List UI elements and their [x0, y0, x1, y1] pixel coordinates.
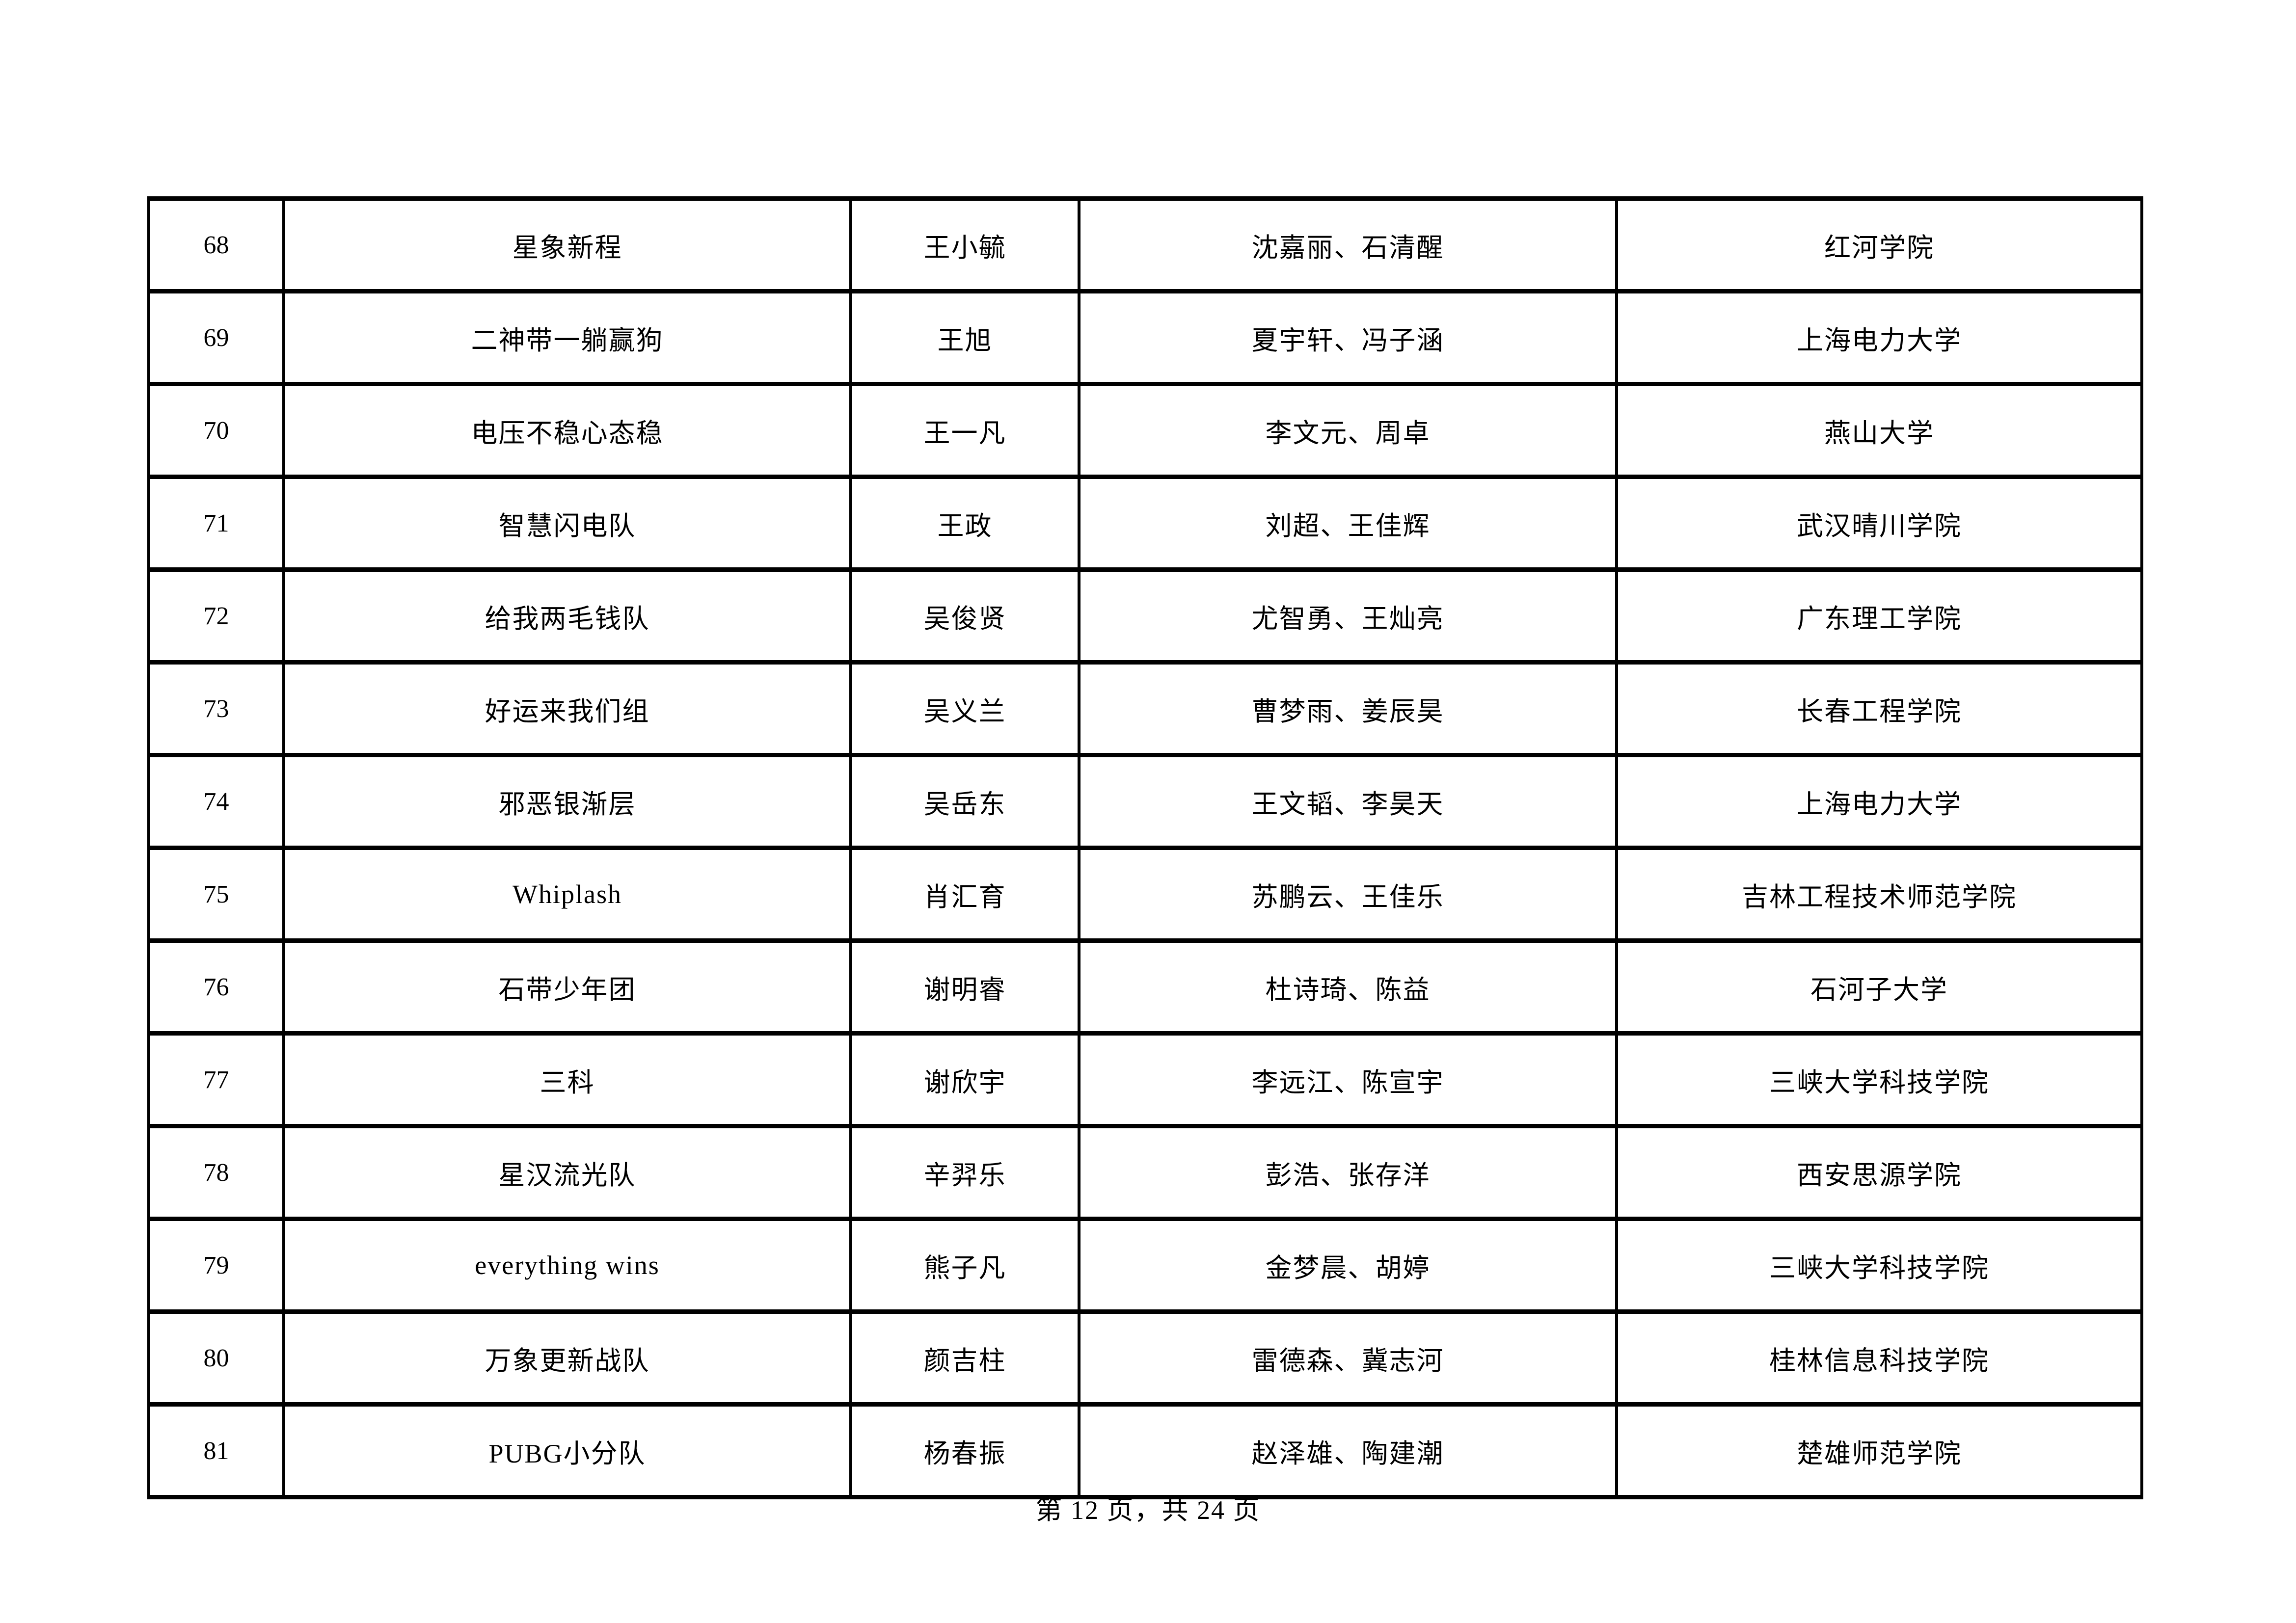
cell-school: 广东理工学院 [1615, 567, 2143, 665]
table-row: 79 everything wins 熊子凡 金梦晨、胡婷 三峡大学科技学院 [147, 1217, 2143, 1314]
cell-leader: 吴俊贤 [849, 567, 1080, 665]
cell-members: 王文韬、李昊天 [1078, 753, 1618, 850]
cell-leader: 王小毓 [849, 196, 1080, 293]
cell-school: 吉林工程技术师范学院 [1615, 846, 2143, 943]
cell-no: 69 [147, 289, 285, 386]
cell-school: 上海电力大学 [1615, 753, 2143, 850]
cell-school: 西安思源学院 [1615, 1124, 2143, 1221]
cell-no: 80 [147, 1309, 285, 1407]
cell-team: 星象新程 [282, 196, 852, 293]
cell-no: 73 [147, 660, 285, 757]
cell-members: 曹梦雨、姜辰昊 [1078, 660, 1618, 757]
cell-no: 72 [147, 567, 285, 665]
cell-team: everything wins [282, 1217, 852, 1314]
cell-leader: 吴义兰 [849, 660, 1080, 757]
cell-members: 雷德森、冀志河 [1078, 1309, 1618, 1407]
cell-school: 石河子大学 [1615, 938, 2143, 1036]
table-row: 74 邪恶银渐层 吴岳东 王文韬、李昊天 上海电力大学 [147, 753, 2143, 850]
teams-table: 68 星象新程 王小毓 沈嘉丽、石清醒 红河学院 69 二神带一躺赢狗 王旭 夏宇轩、冯子涵 上海… [147, 196, 2143, 1499]
cell-leader: 颜吉柱 [849, 1309, 1080, 1407]
cell-members: 杜诗琦、陈益 [1078, 938, 1618, 1036]
cell-leader: 熊子凡 [849, 1217, 1080, 1314]
cell-no: 68 [147, 196, 285, 293]
cell-no: 79 [147, 1217, 285, 1314]
cell-team: Whiplash [282, 846, 852, 943]
cell-school: 三峡大学科技学院 [1615, 1031, 2143, 1128]
cell-no: 76 [147, 938, 285, 1036]
cell-members: 沈嘉丽、石清醒 [1078, 196, 1618, 293]
cell-no: 74 [147, 753, 285, 850]
cell-school: 楚雄师范学院 [1615, 1402, 2143, 1499]
cell-no: 81 [147, 1402, 285, 1499]
cell-leader: 王政 [849, 475, 1080, 572]
table-row: 78 星汉流光队 辛羿乐 彭浩、张存洋 西安思源学院 [147, 1124, 2143, 1221]
table-row: 71 智慧闪电队 王政 刘超、王佳辉 武汉晴川学院 [147, 475, 2143, 572]
cell-team: PUBG小分队 [282, 1402, 852, 1499]
table-row: 77 三科 谢欣宇 李远江、陈宣宇 三峡大学科技学院 [147, 1031, 2143, 1128]
cell-leader: 王一凡 [849, 382, 1080, 479]
cell-team: 石带少年团 [282, 938, 852, 1036]
cell-leader: 辛羿乐 [849, 1124, 1080, 1221]
table-row: 68 星象新程 王小毓 沈嘉丽、石清醒 红河学院 [147, 196, 2143, 293]
table-row: 70 电压不稳心态稳 王一凡 李文元、周卓 燕山大学 [147, 382, 2143, 479]
cell-members: 夏宇轩、冯子涵 [1078, 289, 1618, 386]
cell-team: 二神带一躺赢狗 [282, 289, 852, 386]
cell-members: 李远江、陈宣宇 [1078, 1031, 1618, 1128]
cell-team: 好运来我们组 [282, 660, 852, 757]
cell-school: 武汉晴川学院 [1615, 475, 2143, 572]
table-row: 75 Whiplash 肖汇育 苏鹏云、王佳乐 吉林工程技术师范学院 [147, 846, 2143, 943]
table-row: 81 PUBG小分队 杨春振 赵泽雄、陶建潮 楚雄师范学院 [147, 1402, 2143, 1499]
cell-members: 刘超、王佳辉 [1078, 475, 1618, 572]
cell-members: 李文元、周卓 [1078, 382, 1618, 479]
table-row: 76 石带少年团 谢明睿 杜诗琦、陈益 石河子大学 [147, 938, 2143, 1036]
table-row: 72 给我两毛钱队 吴俊贤 尤智勇、王灿亮 广东理工学院 [147, 567, 2143, 665]
cell-team: 给我两毛钱队 [282, 567, 852, 665]
teams-table-body: 68 星象新程 王小毓 沈嘉丽、石清醒 红河学院 69 二神带一躺赢狗 王旭 夏宇轩、冯子涵 上海… [147, 196, 2143, 1499]
cell-school: 三峡大学科技学院 [1615, 1217, 2143, 1314]
cell-school: 桂林信息科技学院 [1615, 1309, 2143, 1407]
cell-leader: 谢明睿 [849, 938, 1080, 1036]
cell-team: 电压不稳心态稳 [282, 382, 852, 479]
page-footer: 第 12 页，共 24 页 [1035, 1495, 1261, 1525]
cell-no: 70 [147, 382, 285, 479]
cell-members: 彭浩、张存洋 [1078, 1124, 1618, 1221]
cell-school: 红河学院 [1615, 196, 2143, 293]
cell-leader: 杨春振 [849, 1402, 1080, 1499]
cell-school: 上海电力大学 [1615, 289, 2143, 386]
cell-no: 75 [147, 846, 285, 943]
cell-team: 智慧闪电队 [282, 475, 852, 572]
cell-no: 78 [147, 1124, 285, 1221]
table-row: 69 二神带一躺赢狗 王旭 夏宇轩、冯子涵 上海电力大学 [147, 289, 2143, 386]
cell-team: 邪恶银渐层 [282, 753, 852, 850]
cell-team: 星汉流光队 [282, 1124, 852, 1221]
cell-members: 赵泽雄、陶建潮 [1078, 1402, 1618, 1499]
cell-members: 尤智勇、王灿亮 [1078, 567, 1618, 665]
table-row: 80 万象更新战队 颜吉柱 雷德森、冀志河 桂林信息科技学院 [147, 1309, 2143, 1407]
cell-school: 燕山大学 [1615, 382, 2143, 479]
cell-no: 71 [147, 475, 285, 572]
cell-leader: 吴岳东 [849, 753, 1080, 850]
cell-members: 金梦晨、胡婷 [1078, 1217, 1618, 1314]
cell-leader: 肖汇育 [849, 846, 1080, 943]
cell-leader: 王旭 [849, 289, 1080, 386]
cell-no: 77 [147, 1031, 285, 1128]
cell-school: 长春工程学院 [1615, 660, 2143, 757]
cell-leader: 谢欣宇 [849, 1031, 1080, 1128]
cell-team: 三科 [282, 1031, 852, 1128]
table-row: 73 好运来我们组 吴义兰 曹梦雨、姜辰昊 长春工程学院 [147, 660, 2143, 757]
cell-team: 万象更新战队 [282, 1309, 852, 1407]
cell-members: 苏鹏云、王佳乐 [1078, 846, 1618, 943]
